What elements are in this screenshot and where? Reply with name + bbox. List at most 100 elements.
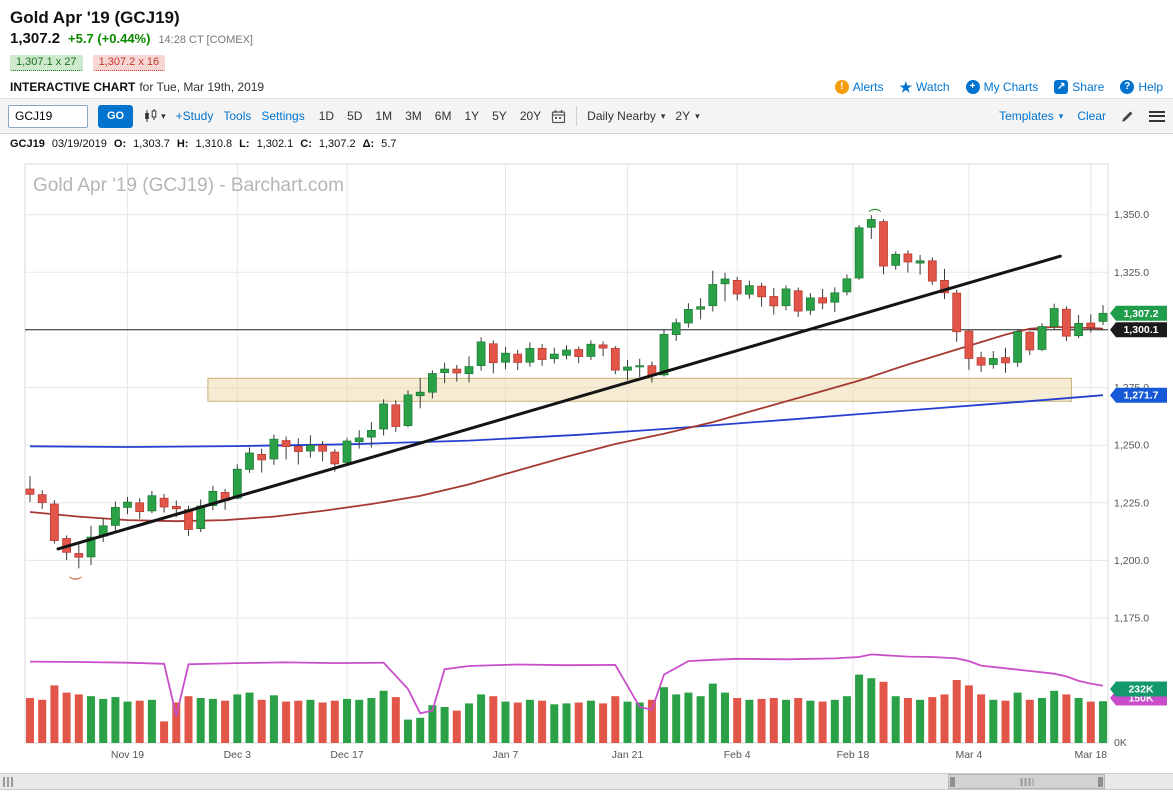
svg-text:1,300.1: 1,300.1 [1123,324,1158,336]
candlesticks[interactable] [25,215,1108,569]
range-button-5d[interactable]: 5D [347,109,363,123]
svg-text:Dec 3: Dec 3 [224,749,252,761]
svg-text:(: ( [868,208,883,213]
ohlc-readout: GCJ19 03/19/2019 O: 1,303.7 H: 1,310.8 L… [0,134,1173,156]
svg-text:Feb 4: Feb 4 [724,749,751,761]
trend-line[interactable] [56,254,1062,551]
chart-type-button[interactable]: ▾ [143,108,166,124]
svg-text:Dec 17: Dec 17 [330,749,363,761]
quote-header: Gold Apr '19 (GCJ19) [0,0,1173,30]
svg-text:Gold Apr '19 (GCJ19) - Barchar: Gold Apr '19 (GCJ19) - Barchart.com [33,175,344,196]
svg-text:0K: 0K [1114,737,1127,749]
hamburger-icon [1149,108,1165,124]
range-buttons: 1D 5D 1M 3M 6M 1Y 5Y 20Y [319,109,541,123]
scrollbar-resize-left-handle[interactable] [950,776,955,787]
settings-button[interactable]: Settings [261,109,305,123]
chart-canvas[interactable]: Gold Apr '19 (GCJ19) - Barchart.com((1,3… [0,156,1173,770]
range-button-20y[interactable]: 20Y [519,109,542,123]
share-link[interactable]: ↗ Share [1054,80,1104,94]
frequency-value: Daily Nearby [587,109,656,123]
scrollbar-resize-right-handle[interactable] [1098,776,1103,787]
span-dropdown[interactable]: 2Y ▾ [675,109,699,123]
range-button-6m[interactable]: 6M [434,109,452,123]
ohlc-date: 03/19/2019 [51,138,107,150]
range-button-3m[interactable]: 3M [405,109,422,123]
tools-button[interactable]: Tools [223,109,252,123]
svg-text:(: ( [67,575,82,580]
scrollbar-grip-icon [1020,778,1033,786]
grid-lines [24,163,1109,744]
svg-text:1,271.7: 1,271.7 [1123,390,1158,402]
range-button-1m[interactable]: 1M [375,109,393,123]
open-value: 1,303.7 [133,138,170,150]
toolbar-right-group: Templates ▾ Clear [999,108,1165,124]
bid-size-badge[interactable]: 1,307.1 x 27 [10,55,83,71]
help-label: Help [1138,80,1163,94]
svg-text:1,250.0: 1,250.0 [1114,440,1149,452]
svg-text:1,200.0: 1,200.0 [1114,555,1149,567]
quote-timestamp: 14:28 CT [COMEX] [158,34,253,46]
range-button-1y[interactable]: 1Y [464,109,480,123]
star-icon: ★ [899,78,913,95]
range-button-5y[interactable]: 5Y [492,109,507,123]
svg-text:1,307.2: 1,307.2 [1123,308,1158,320]
chevron-down-icon: ▾ [660,110,666,121]
interactive-chart-date: for Tue, Mar 19th, 2019 [139,80,265,94]
svg-text:Feb 18: Feb 18 [837,749,870,761]
plus-circle-icon: + [965,80,980,94]
high-low-markers: (( [67,208,883,580]
ohlc-symbol: GCJ19 [10,138,45,150]
watch-link[interactable]: ★ Watch [899,79,949,96]
alerts-icon: ! [834,80,849,94]
interactive-chart-row: INTERACTIVE CHART for Tue, Mar 19th, 201… [0,74,1173,98]
header-links: ! Alerts ★ Watch + My Charts ↗ Share ? H… [819,79,1163,96]
svg-text:Nov 19: Nov 19 [111,749,144,761]
svg-text:Jan 21: Jan 21 [612,749,644,761]
time-scrollbar[interactable] [0,773,1173,790]
symbol-input[interactable] [8,104,88,128]
svg-text:Mar 4: Mar 4 [955,749,982,761]
pencil-icon [1122,111,1133,122]
calendar-button[interactable] [551,109,566,124]
high-value: 1,310.8 [195,138,233,150]
help-link[interactable]: ? Help [1120,80,1163,94]
annotate-button[interactable] [1120,109,1135,124]
templates-dropdown[interactable]: Templates ▾ [999,109,1063,123]
span-value: 2Y [675,109,691,123]
menu-button[interactable] [1149,108,1165,124]
svg-text:Mar 18: Mar 18 [1074,749,1107,761]
bid-ask-row: 1,307.1 x 27 1,307.2 x 16 [0,52,1173,74]
svg-text:1,325.0: 1,325.0 [1114,267,1149,279]
calendar-icon [552,109,566,123]
go-button[interactable]: GO [98,104,134,128]
alerts-link[interactable]: ! Alerts [834,80,883,94]
svg-text:1,350.0: 1,350.0 [1114,209,1149,221]
help-icon: ? [1120,80,1135,94]
my-charts-link[interactable]: + My Charts [965,80,1039,94]
delta-value: 5.7 [381,138,397,150]
close-value: 1,307.2 [318,138,356,150]
range-button-1d[interactable]: 1D [318,109,335,123]
last-price: 1,307.2 [10,30,61,47]
svg-text:1,225.0: 1,225.0 [1114,497,1149,509]
my-charts-label: My Charts [983,80,1039,94]
support-zone-band[interactable] [207,377,1072,402]
scrollbar-left-grip[interactable] [3,776,15,787]
share-icon: ↗ [1054,80,1069,94]
moving-average-long [29,394,1104,448]
low-label: L: [239,138,250,150]
frequency-dropdown[interactable]: Daily Nearby ▾ [587,109,665,123]
watch-label: Watch [916,80,950,94]
add-study-button[interactable]: +Study [175,109,214,123]
chart-watermark: Gold Apr '19 (GCJ19) - Barchart.com [33,175,344,196]
low-value: 1,302.1 [256,138,294,150]
open-label: O: [113,138,127,150]
share-label: Share [1072,80,1105,94]
templates-label: Templates [999,109,1054,123]
ask-size-badge[interactable]: 1,307.2 x 16 [92,55,166,71]
date-axis-labels: Nov 19 Dec 3 Dec 17 Jan 7 Jan 21 Feb 4 Feb 18 M… [111,749,1107,761]
scrollbar-thumb[interactable] [948,774,1105,789]
price-axis-labels: 1,350.01,325.01,300.01,275.01,250.01,225… [1114,209,1149,749]
clear-button[interactable]: Clear [1077,109,1106,123]
